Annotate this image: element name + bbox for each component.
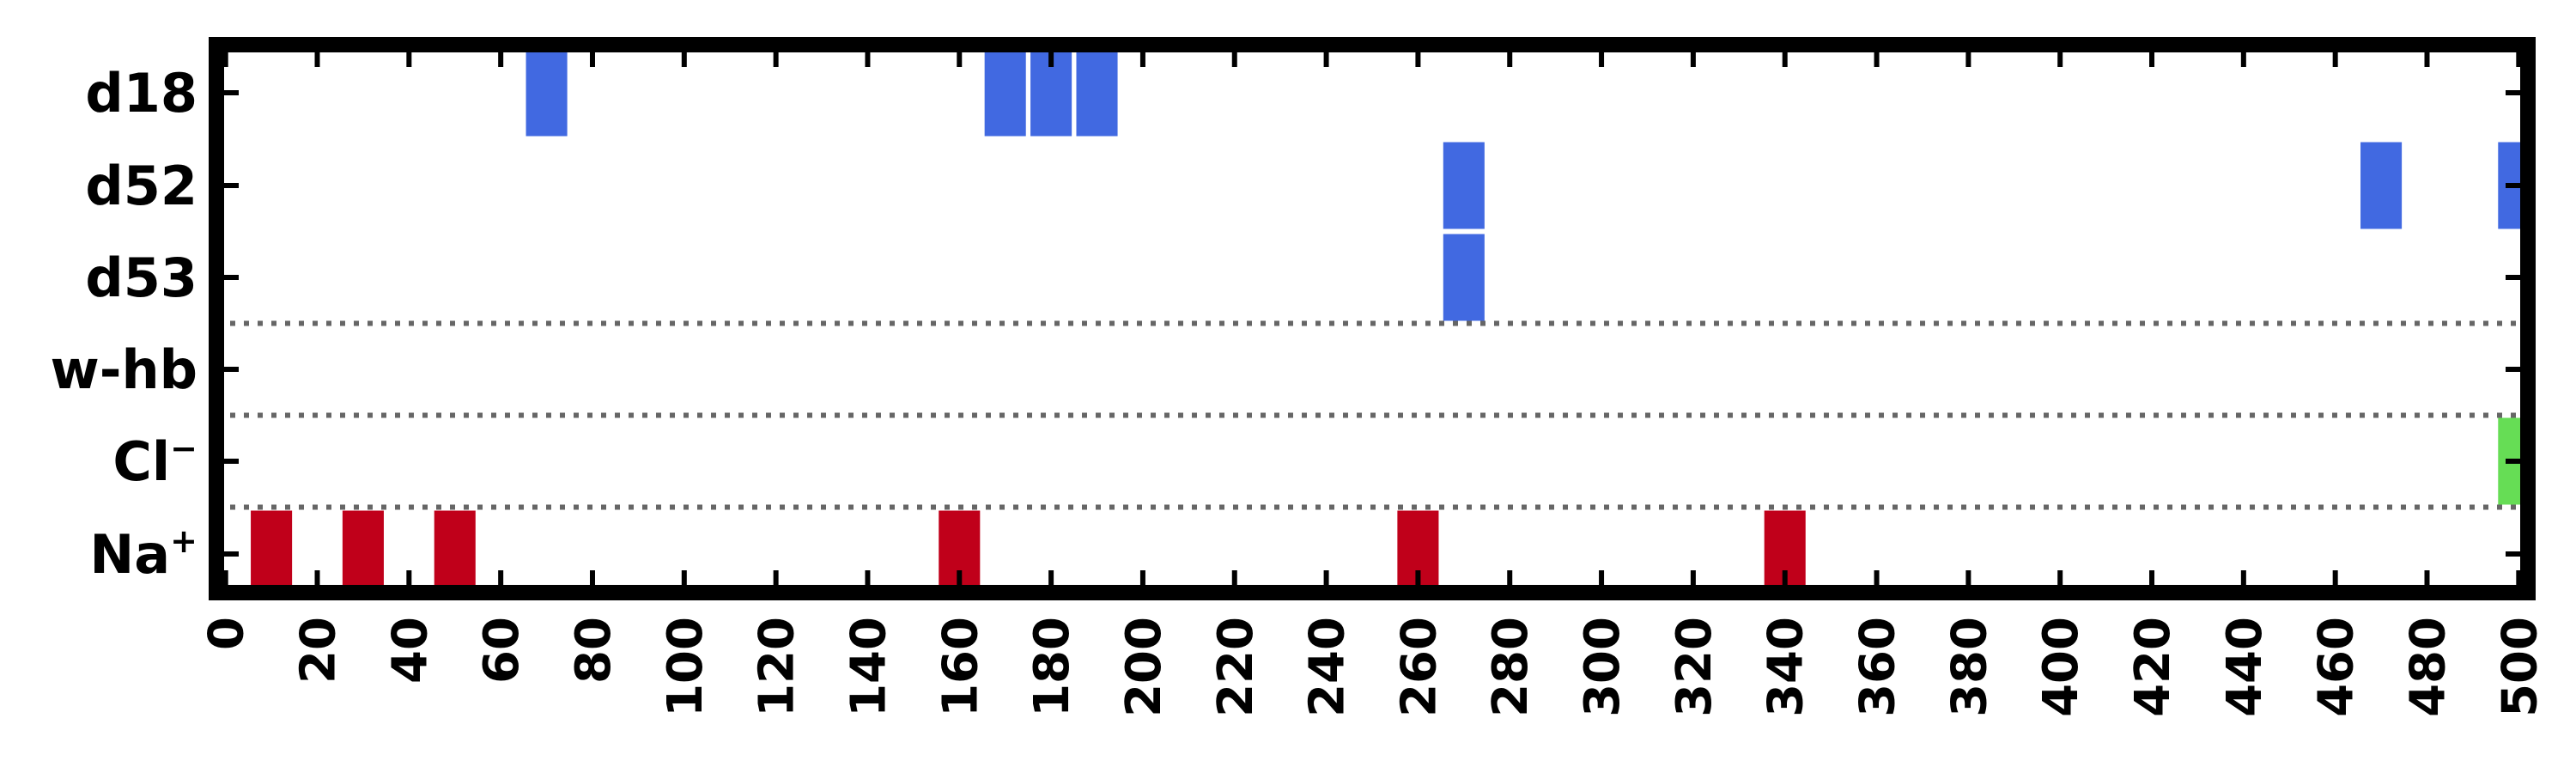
x-label-200: 200: [1116, 617, 1172, 717]
x-label-460: 460: [2309, 617, 2365, 717]
x-label-260: 260: [1391, 617, 1447, 717]
x-label-240: 240: [1300, 617, 1356, 717]
event-bar-d52-270: [1443, 142, 1485, 229]
event-bar-na-30: [342, 510, 384, 598]
x-label-320: 320: [1667, 617, 1722, 717]
event-bar-na-10: [251, 510, 293, 598]
x-label-40: 40: [382, 617, 438, 684]
event-bar-d52-470: [2360, 142, 2403, 229]
x-label-60: 60: [474, 617, 530, 684]
x-label-20: 20: [291, 617, 347, 684]
x-label-220: 220: [1208, 617, 1264, 717]
y-label-cl: Cl−: [112, 429, 197, 493]
x-tick-labels: 0 20 40 60 80 100 120 140 160 180 200 220 240 260 280 3…: [199, 617, 2549, 717]
x-label-280: 280: [1483, 617, 1539, 717]
y-label-d18: d18: [85, 62, 197, 125]
x-label-480: 480: [2400, 617, 2456, 717]
x-label-340: 340: [1759, 617, 1814, 717]
x-label-180: 180: [1024, 617, 1080, 717]
x-label-500: 500: [2492, 617, 2548, 717]
event-bar-na-50: [434, 510, 476, 598]
x-label-100: 100: [658, 617, 714, 717]
x-label-80: 80: [566, 617, 622, 684]
y-label-na: Na+: [89, 522, 197, 586]
y-label-w-hb: w-hb: [50, 338, 197, 401]
event-bar-d18-70: [526, 49, 568, 137]
x-label-120: 120: [750, 617, 805, 717]
x-label-440: 440: [2217, 617, 2273, 717]
x-label-400: 400: [2033, 617, 2089, 717]
x-label-300: 300: [1575, 617, 1631, 717]
x-label-360: 360: [1850, 617, 1906, 717]
event-bar-d18-190: [1076, 49, 1118, 137]
x-label-140: 140: [841, 617, 896, 717]
y-tick-labels: d18 d52 d53 w-hb Cl− Na+: [50, 62, 197, 586]
event-bar-d18-170: [984, 49, 1026, 137]
event-bar-d53-270: [1443, 234, 1485, 321]
group-separators: [216, 320, 2528, 510]
y-label-d53: d53: [85, 247, 197, 309]
x-label-420: 420: [2125, 617, 2181, 717]
plot-frame: [209, 37, 2536, 600]
x-label-380: 380: [1941, 617, 1997, 717]
x-label-0: 0: [199, 617, 255, 650]
y-label-d52: d52: [85, 155, 197, 217]
x-label-160: 160: [933, 617, 988, 717]
